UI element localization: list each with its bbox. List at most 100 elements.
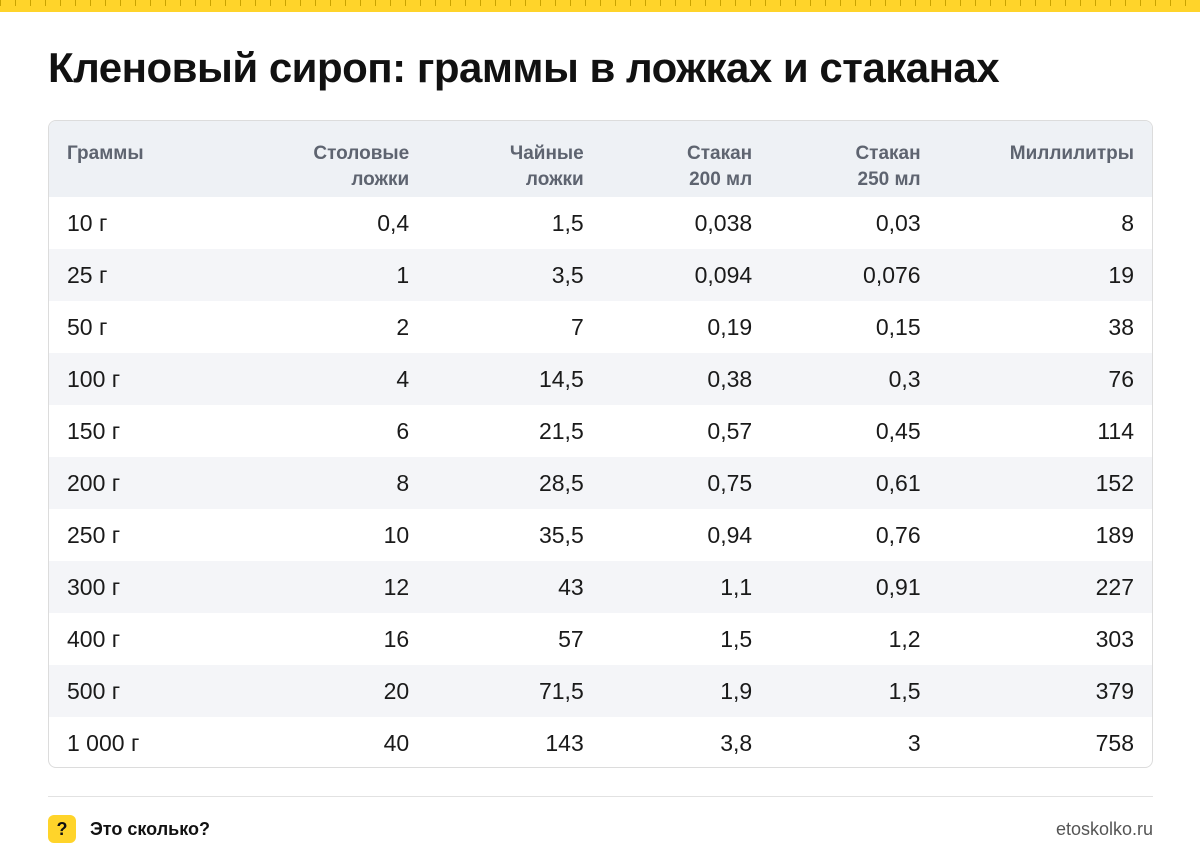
table-cell: 71,5 (538, 677, 584, 704)
table-row: 200 г 8 28,5 0,75 0,61 152 (49, 457, 1152, 509)
table-cell: 0,75 (707, 469, 753, 496)
table-cell: 57 (558, 625, 584, 652)
table-cell: 14,5 (538, 365, 584, 392)
table-cell: 43 (558, 573, 584, 600)
table-cell: 0,4 (377, 209, 410, 236)
table-cell: 0,76 (875, 521, 921, 548)
table-cell: 19 (1108, 261, 1134, 288)
table-cell: 8 (1121, 209, 1134, 236)
table: Граммы Столовые ложки Чайные ложки Стакан 200 … (49, 121, 1152, 767)
table-cell: 28,5 (538, 469, 584, 496)
table-cell: 7 (570, 313, 584, 340)
table-cell: 40 (383, 729, 410, 756)
table-cell: 379 (1095, 677, 1134, 704)
table-cell: 1 000 г (67, 729, 140, 756)
column-header-line: ложки (525, 169, 584, 190)
column-header-line: Граммы (67, 143, 144, 164)
column-header: Миллилитры (921, 121, 1152, 197)
table-cell: 0,38 (707, 365, 753, 392)
table-cell: 152 (1095, 469, 1134, 496)
column-header: Столовые ложки (262, 121, 409, 197)
column-header-line: 250 мл (857, 169, 921, 190)
table-cell: 0,45 (875, 417, 921, 444)
brand-name: Это сколько? (90, 818, 210, 839)
column-header-line: Чайные (509, 143, 584, 164)
ruler-strip (0, 0, 1200, 12)
table-cell: 0,61 (875, 469, 921, 496)
table-cell: 300 г (67, 573, 121, 600)
table-header: Граммы Столовые ложки Чайные ложки Стакан 200 … (49, 121, 1152, 197)
table-row: 10 г 0,4 1,5 0,038 0,03 8 (49, 197, 1152, 249)
table-cell: 100 г (67, 365, 121, 392)
table-cell: 758 (1095, 729, 1134, 756)
conversion-table: Граммы Столовые ложки Чайные ложки Стакан 200 … (48, 120, 1153, 768)
brand[interactable]: ? Это сколько? (48, 815, 210, 843)
table-cell: 200 г (67, 469, 121, 496)
table-cell: 1,5 (888, 677, 921, 704)
table-cell: 1 (396, 261, 410, 288)
table-cell: 0,094 (694, 261, 753, 288)
table-cell: 1,5 (551, 209, 584, 236)
table-cell: 21,5 (538, 417, 584, 444)
table-cell: 4 (396, 365, 410, 392)
table-cell: 16 (383, 625, 410, 652)
column-header-line: Стакан (687, 143, 753, 164)
table-cell: 3 (907, 729, 921, 756)
table-row: 50 г 2 7 0,19 0,15 38 (49, 301, 1152, 353)
table-cell: 0,15 (875, 313, 921, 340)
table-cell: 0,3 (888, 365, 921, 392)
table-cell: 0,91 (875, 573, 921, 600)
table-cell: 6 (396, 417, 410, 444)
table-cell: 38 (1108, 313, 1134, 340)
table-cell: 143 (545, 729, 584, 756)
site-link[interactable]: etoskolko.ru (1055, 818, 1153, 839)
table-cell: 50 г (67, 313, 108, 340)
table-cell: 2 (396, 313, 410, 340)
table-body: 10 г 0,4 1,5 0,038 0,03 8 25 г 1 3,5 0,094 0,076 19… (49, 197, 1152, 767)
table-cell: 35,5 (538, 521, 584, 548)
header-row: Граммы Столовые ложки Чайные ложки Стакан 200 … (49, 121, 1152, 197)
table-cell: 1,2 (888, 625, 921, 652)
column-header-line: ложки (351, 169, 410, 190)
table-cell: 12 (383, 573, 410, 600)
question-icon: ? (48, 815, 76, 843)
table-row: 150 г 6 21,5 0,57 0,45 114 (49, 405, 1152, 457)
column-header: Стакан 200 мл (584, 121, 752, 197)
table-cell: 0,19 (707, 313, 753, 340)
table-cell: 227 (1095, 573, 1134, 600)
table-cell: 0,57 (707, 417, 753, 444)
table-row: 1 000 г 40 143 3,8 3 758 (49, 717, 1152, 767)
table-cell: 8 (396, 469, 410, 496)
column-header: Стакан 250 мл (752, 121, 920, 197)
table-cell: 250 г (67, 521, 121, 548)
table-cell: 1,1 (720, 573, 753, 600)
table-cell: 25 г (67, 261, 108, 288)
table-cell: 0,038 (694, 209, 753, 236)
table-cell: 0,03 (875, 209, 921, 236)
table-cell: 3,8 (720, 729, 753, 756)
table-row: 250 г 10 35,5 0,94 0,76 189 (49, 509, 1152, 561)
table-cell: 400 г (67, 625, 121, 652)
column-header-line: 200 мл (689, 169, 753, 190)
table-cell: 189 (1095, 521, 1134, 548)
footer: ? Это сколько? etoskolko.ru (48, 814, 1153, 844)
column-header: Чайные ложки (409, 121, 584, 197)
table-row: 400 г 16 57 1,5 1,2 303 (49, 613, 1152, 665)
column-header-line: Стакан (855, 143, 921, 164)
column-header-line: Столовые (313, 143, 410, 164)
table-cell: 76 (1108, 365, 1134, 392)
table-cell: 150 г (67, 417, 121, 444)
footer-divider (48, 796, 1153, 797)
table-cell: 10 г (67, 209, 108, 236)
column-header-line: Миллилитры (1009, 143, 1134, 164)
table-row: 300 г 12 43 1,1 0,91 227 (49, 561, 1152, 613)
table-cell: 10 (383, 521, 410, 548)
table-cell: 3,5 (551, 261, 584, 288)
table-cell: 114 (1097, 417, 1134, 444)
table-cell: 1,5 (720, 625, 753, 652)
column-header: Граммы (49, 121, 262, 197)
table-cell: 500 г (67, 677, 121, 704)
table-cell: 303 (1095, 625, 1134, 652)
table-cell: 0,076 (863, 261, 921, 288)
table-row: 25 г 1 3,5 0,094 0,076 19 (49, 249, 1152, 301)
